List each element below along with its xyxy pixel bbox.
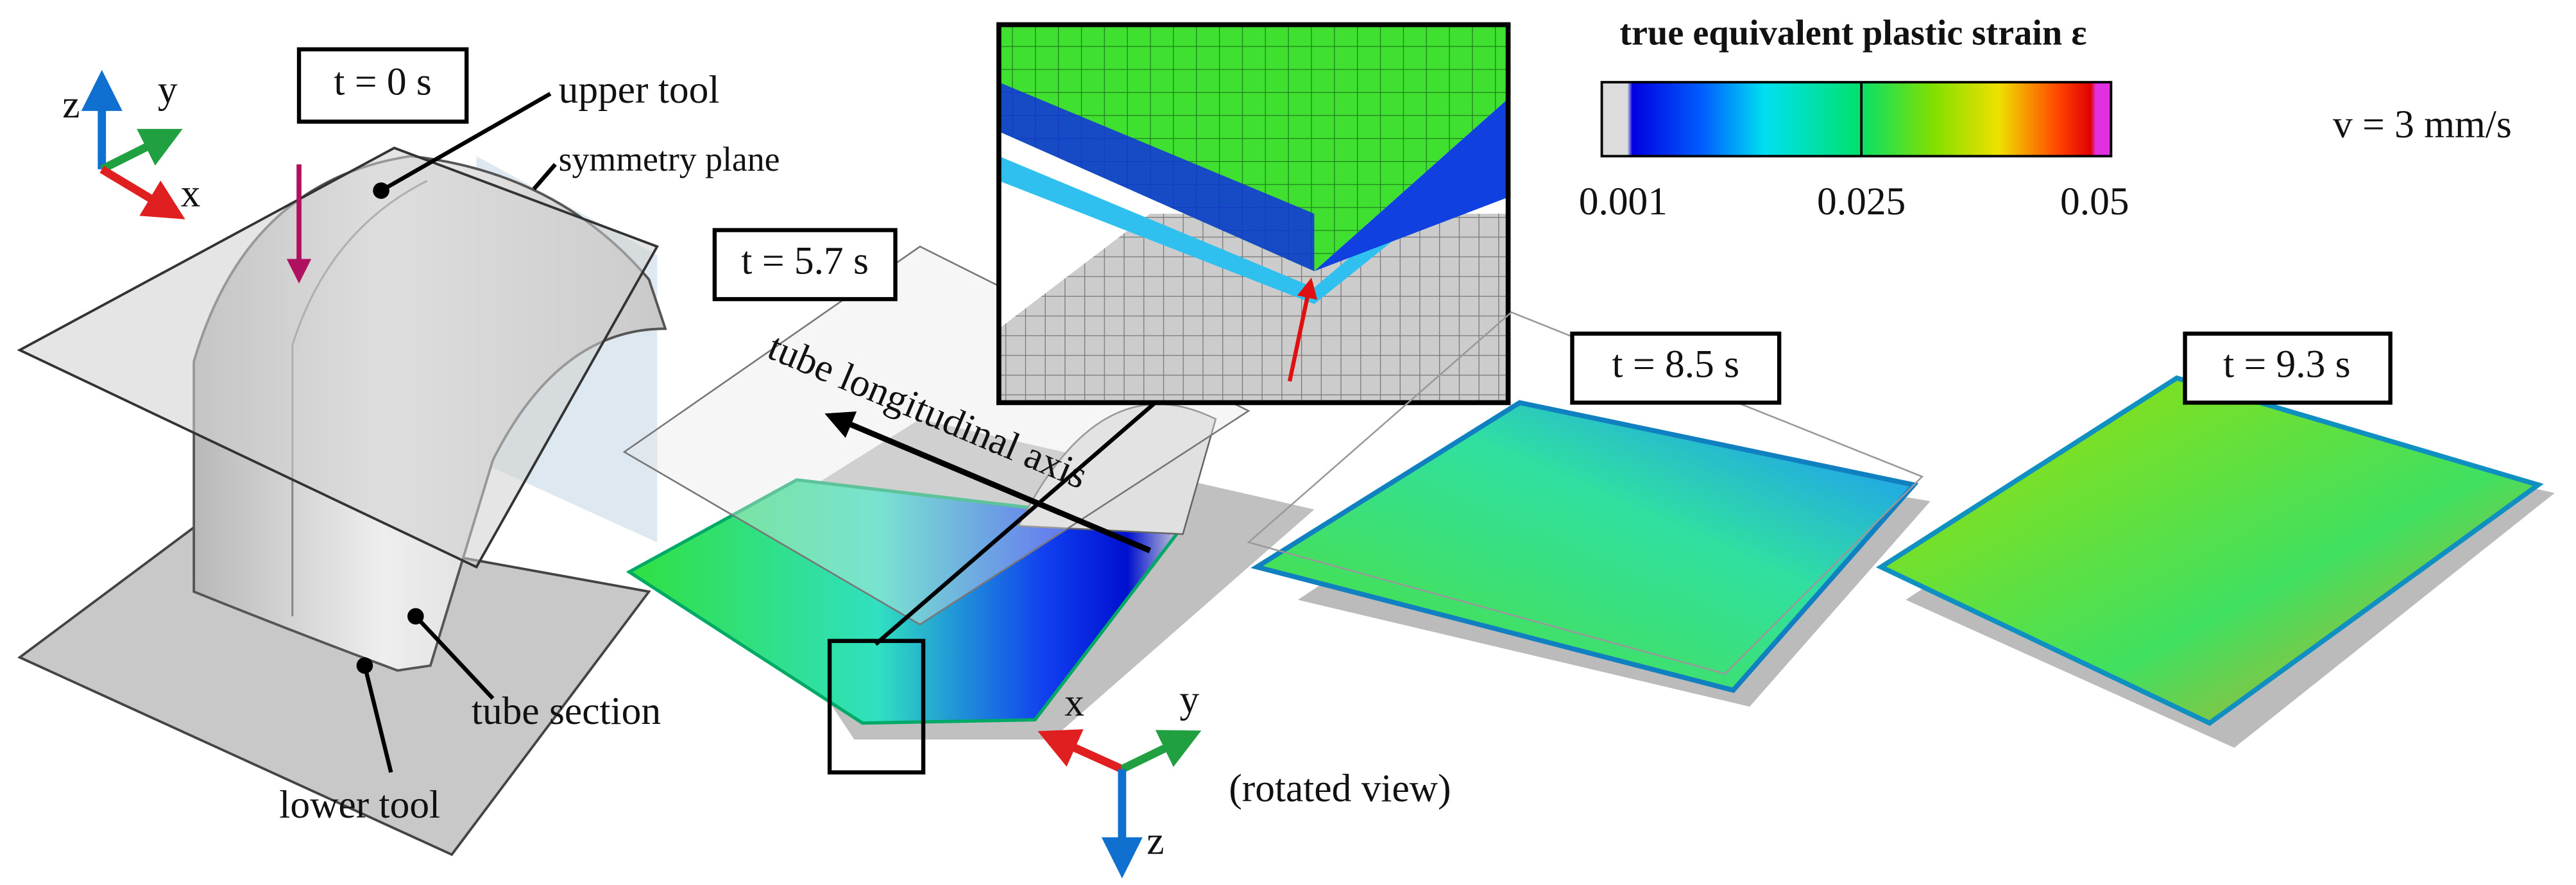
time-stamp: t = 0 s [334,60,431,103]
time-box [712,228,898,302]
legend-tick: 0.05 [2060,180,2129,223]
axis-arrow [824,411,1152,553]
legend-tick: 0.001 [1579,180,1668,223]
time-box [1570,331,1782,405]
x-axis [1037,729,1124,773]
upper-tool [17,146,660,569]
callout: tube section [472,689,661,733]
legend-tick: 0.025 [1817,180,1906,223]
mesh-top [998,24,1508,271]
leader [363,665,393,773]
leader [414,615,495,700]
legend-title: true equivalent plastic strain ε [1619,13,2086,53]
leader-dot [373,182,389,199]
note: (rotated view) [1229,766,1451,810]
plate [1875,375,2544,726]
plate [626,478,1186,725]
upper-tool [1247,311,1924,675]
axis-label: z [1147,819,1164,863]
mesh-side [1314,98,1508,271]
leader-dot [356,657,373,674]
time-stamp: t = 5.7 s [741,239,869,282]
axis-label: z [62,83,80,126]
tube [1017,403,1217,535]
callout: symmetry plane [559,140,780,178]
time-box [2183,331,2393,405]
inset-frame [996,22,1511,406]
time-stamp: t = 8.5 s [1612,343,1740,386]
time-box [296,47,469,124]
x-axis [99,166,185,219]
y-axis [1120,730,1202,773]
axis-label: y [1180,678,1200,721]
y-axis [99,128,183,173]
callout: lower tool [279,783,440,827]
axis-label: x [1064,681,1084,725]
time-stamp: t = 9.3 s [2223,343,2351,386]
leader-dot [407,608,424,625]
leader [532,163,557,191]
lower-tool [17,511,651,856]
inset-arrow [1287,277,1318,382]
axis-label: y [158,68,178,112]
leader [380,92,552,193]
colorbar [1600,81,2113,158]
axis-label: x [181,171,201,215]
ground-mesh [998,213,1508,403]
plate [1250,400,1919,693]
velocity: v = 3 mm/s [2333,103,2512,146]
callout: upper tool [559,68,720,112]
mesh-layer [998,82,1315,271]
